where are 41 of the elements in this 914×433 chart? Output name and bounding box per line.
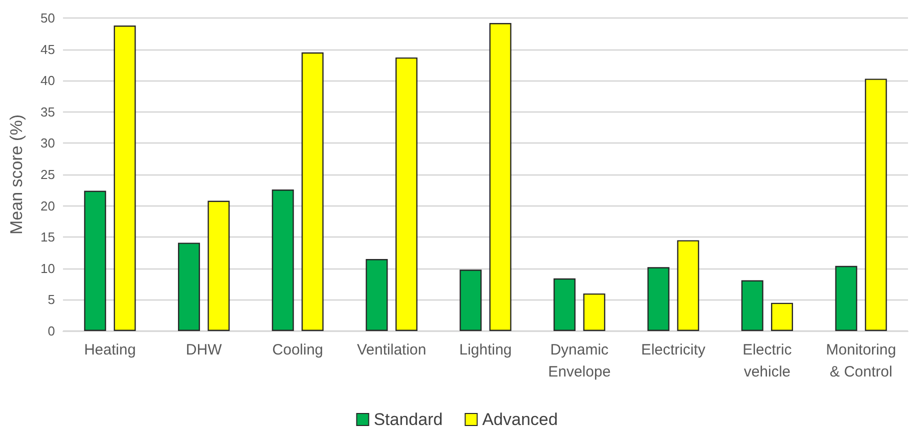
bar (677, 240, 700, 331)
bar (741, 280, 764, 331)
y-tick-label: 20 (40, 198, 55, 214)
x-tick-label: Dynamic Envelope (548, 342, 611, 380)
bar (554, 278, 576, 331)
bar (395, 57, 418, 331)
x-tick-label: Cooling (272, 342, 324, 358)
bar (366, 259, 388, 331)
bar (460, 270, 482, 331)
x-tick-label: Electricity (641, 342, 706, 358)
y-tick-label: 5 (48, 292, 55, 308)
y-tick-label: 40 (40, 73, 55, 88)
y-tick-label: 30 (40, 136, 55, 151)
legend-label: Standard (374, 410, 443, 429)
bar (647, 267, 670, 331)
bar (489, 23, 512, 331)
x-tick-label: Ventilation (356, 342, 426, 358)
x-tick-label: Lighting (459, 342, 512, 358)
y-axis-title: Mean score (%) (7, 114, 26, 234)
x-tick-label: Heating (84, 342, 136, 358)
bar (835, 266, 858, 331)
x-tick-label: Monitoring & Control (826, 342, 896, 380)
bar (583, 293, 606, 331)
y-tick-label: 0 (48, 324, 55, 338)
bar (302, 52, 324, 331)
bar (771, 302, 794, 331)
x-tick-label: Electric vehicle (742, 342, 792, 380)
bar (178, 242, 200, 331)
y-tick-label: 25 (40, 167, 55, 182)
y-tick-label: 35 (40, 104, 55, 120)
bar (208, 200, 230, 331)
legend-label: Advanced (482, 410, 558, 429)
y-tick-label: 50 (40, 10, 55, 26)
bar (84, 190, 106, 331)
y-tick-label: 10 (40, 260, 55, 276)
bar (864, 78, 887, 331)
x-tick-label: DHW (186, 342, 223, 358)
bar (272, 190, 294, 331)
y-tick-label: 45 (40, 42, 55, 57)
y-tick-label: 15 (40, 230, 55, 245)
bar (114, 26, 136, 331)
